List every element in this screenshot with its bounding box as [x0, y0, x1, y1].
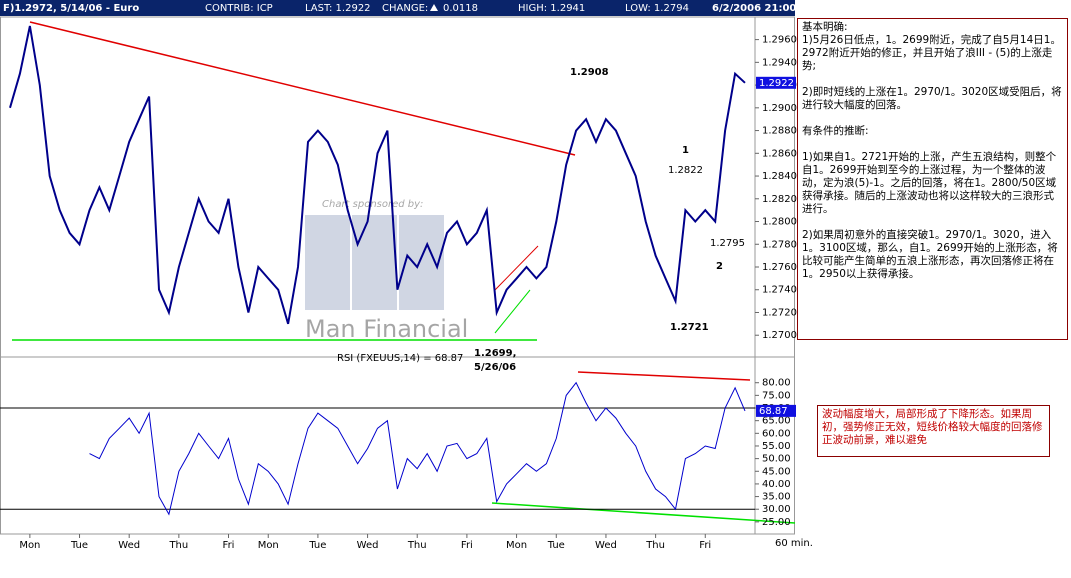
rsi-trend-line: [491, 502, 796, 524]
last-value-box: [756, 76, 796, 89]
annotation: 2: [716, 261, 723, 272]
x-tick-label: Mon: [258, 540, 279, 551]
x-tick-label: Tue: [308, 540, 326, 551]
trend-line: [29, 21, 576, 156]
logo-block: [399, 215, 444, 310]
annotation: 1.2699,: [474, 348, 516, 359]
note-text: 1)如果自1。2721开始的上涨，产生五浪结构，则整个自1。2699开始到至今的…: [802, 151, 1057, 215]
watermark: Chart sponsored by: Man Financial: [305, 199, 468, 343]
header-bar: [0, 0, 795, 16]
notes-box: 基本明确: 1)5月26日低点，1。2699附近，完成了自5月14日1。2972…: [797, 18, 1068, 340]
header-title: F)1.2972, 5/14/06 - Euro: [3, 3, 139, 14]
y-tick-label: 80.00: [762, 378, 791, 389]
y-tick-label: 50.00: [762, 454, 791, 465]
y-tick-label: 30.00: [762, 504, 791, 515]
change: 0.0118: [443, 3, 478, 14]
y-tick-label: 1.2720: [762, 307, 797, 318]
y-tick-label: 1.2760: [762, 262, 797, 273]
x-tick-label: Thu: [645, 540, 665, 551]
last-value-box: [756, 404, 796, 417]
y-tick-label: 1.2800: [762, 217, 797, 228]
x-tick-label: Fri: [461, 540, 473, 551]
y-tick-label: 60.00: [762, 428, 791, 439]
rsi-title: RSI (FXEUUS,14) = 68.87: [337, 353, 463, 364]
rsi-trend-line: [577, 371, 751, 381]
annotation: 1.2795: [710, 238, 745, 249]
channel-line: [494, 289, 531, 334]
annotation: 1: [682, 145, 689, 156]
y-tick-label: 35.00: [762, 492, 791, 503]
last-value-label: 1.2922: [759, 78, 794, 89]
logo-block: [305, 215, 350, 310]
y-tick-label: 1.2940: [762, 57, 797, 68]
y-tick-label: 25.00: [762, 517, 791, 528]
x-tick-label: Tue: [70, 540, 88, 551]
data-line: [9, 25, 746, 325]
x-tick-label: Wed: [357, 540, 379, 551]
watermark-text: Chart sponsored by:: [322, 199, 423, 210]
y-tick-label: 40.00: [762, 479, 791, 490]
last: LAST: 1.2922: [305, 3, 371, 14]
y-tick-label: 1.2740: [762, 285, 797, 296]
contrib: CONTRIB: ICP: [205, 3, 273, 14]
y-tick-label: 1.2780: [762, 239, 797, 250]
y-tick-label: 1.2860: [762, 148, 797, 159]
y-tick-label: 65.00: [762, 416, 791, 427]
y-tick-label: 55.00: [762, 441, 791, 452]
logo-block: [352, 215, 397, 310]
x-tick-label: Wed: [595, 540, 617, 551]
x-tick-label: Mon: [19, 540, 40, 551]
y-tick-label: 1.2840: [762, 171, 797, 182]
last-value-label: 68.87: [759, 406, 788, 417]
y-tick-label: 75.00: [762, 390, 791, 401]
y-tick-label: 1.2700: [762, 330, 797, 341]
datetime: 6/2/2006 21:00: [712, 3, 796, 14]
change-label: CHANGE:: [382, 3, 428, 14]
note-text: 1)5月26日低点，1。2699附近，完成了自5月14日1。2972附近开始的修…: [802, 34, 1061, 72]
y-tick-label: 1.2880: [762, 126, 797, 137]
y-tick-label: 45.00: [762, 466, 791, 477]
x-tick-label: Thu: [407, 540, 427, 551]
x-tick-label: Tue: [547, 540, 565, 551]
notes-box-2: 波动幅度增大，局部形成了下降形态。如果周初，强势修正无效，短线价格较大幅度的回落…: [817, 405, 1050, 457]
annotation: 1.2908: [570, 67, 609, 78]
x-tick-label: Wed: [118, 540, 140, 551]
annotation: 1.2822: [668, 165, 703, 176]
up-icon: [430, 4, 438, 11]
annotation: 1.2721: [670, 322, 709, 333]
note-text: 2)即时短线的上涨在1。2970/1。3020区域受阻后，将进行较大幅度的回落。: [802, 86, 1062, 111]
low: LOW: 1.2794: [625, 3, 689, 14]
channel-line: [494, 245, 539, 291]
x-tick-label: Mon: [506, 540, 527, 551]
note-heading: 基本明确:: [802, 21, 848, 33]
data-line: [89, 381, 746, 516]
y-tick-label: 1.2960: [762, 35, 797, 46]
note-text: 2)如果周初意外的直接突破1。2970/1。3020，进入1。3100区域，那么…: [802, 229, 1058, 280]
x-tick-label: Fri: [223, 540, 235, 551]
watermark-text: Man Financial: [305, 315, 468, 343]
annotation: 5/26/06: [474, 362, 516, 373]
note-heading: 有条件的推断:: [802, 125, 869, 137]
x-tick-label: Fri: [699, 540, 711, 551]
high: HIGH: 1.2941: [518, 3, 585, 14]
interval-label: 60 min.: [775, 538, 813, 549]
y-tick-label: 1.2820: [762, 194, 797, 205]
x-tick-label: Thu: [168, 540, 188, 551]
y-tick-label: 1.2900: [762, 103, 797, 114]
